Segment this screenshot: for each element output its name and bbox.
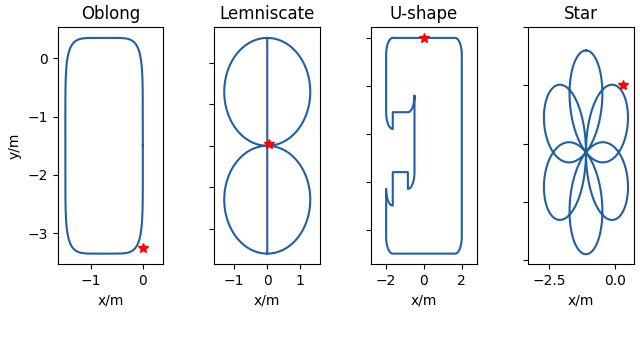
X-axis label: x/m: x/m [568, 294, 594, 308]
Y-axis label: y/m: y/m [8, 133, 22, 159]
X-axis label: x/m: x/m [254, 294, 280, 308]
X-axis label: x/m: x/m [97, 294, 124, 308]
Title: Lemniscate: Lemniscate [220, 5, 315, 23]
Title: U-shape: U-shape [390, 5, 458, 23]
Title: Oblong: Oblong [81, 5, 140, 23]
X-axis label: x/m: x/m [411, 294, 437, 308]
Title: Star: Star [564, 5, 598, 23]
